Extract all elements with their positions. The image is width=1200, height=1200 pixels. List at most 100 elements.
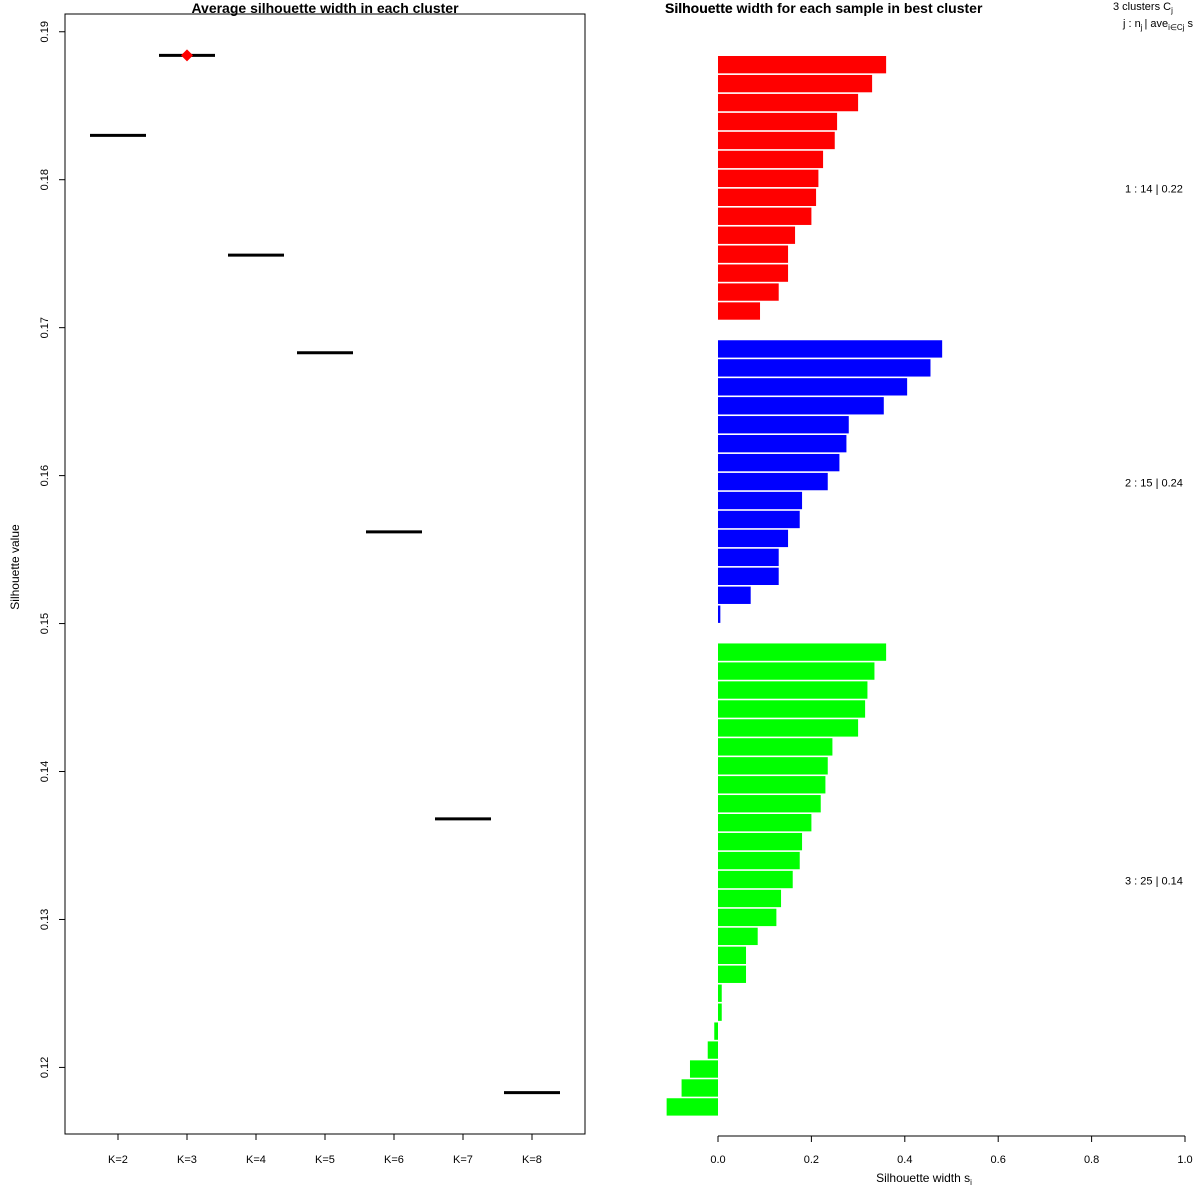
left-ytick-label: 0.15 [39,613,51,634]
left-ytick-label: 0.14 [39,761,51,782]
right-xtick-label: 0.0 [710,1154,725,1166]
cluster-summary-label: 2 : 15 | 0.24 [1125,477,1183,489]
xlabel-text: Silhouette width s [876,1171,970,1185]
silhouette-bar-cluster-2 [718,605,721,623]
right-header-line1: 3 clusters Cj [1113,1,1173,15]
left-xtick-label: K=6 [384,1154,404,1166]
silhouette-bar-cluster-3 [718,776,826,794]
right-x-axis: 0.0 0.2 0.4 0.6 0.8 1.0 [710,1135,1193,1166]
silhouette-bar-cluster-3 [689,1060,718,1078]
silhouette-bar-cluster-2 [718,416,849,434]
left-ytick-label: 0.16 [39,465,51,486]
silhouette-bar-cluster-1 [718,226,796,244]
silhouette-bar-cluster-1 [718,74,873,93]
silhouette-bar-cluster-1 [718,302,761,320]
left-xtick-label: K=8 [522,1154,542,1166]
right-xtick-label: 0.8 [1084,1154,1099,1166]
silhouette-bar-cluster-3 [718,662,875,680]
left-ytick-label: 0.13 [39,909,51,930]
silhouette-bar-cluster-3 [718,700,866,718]
silhouette-bar-cluster-3 [718,832,803,851]
left-ytick-label: 0.17 [39,317,51,338]
right-xtick-label: 0.4 [897,1154,912,1166]
silhouette-bar-cluster-1 [718,264,789,282]
silhouette-bar-cluster-2 [718,453,840,472]
silhouette-bar-cluster-1 [718,188,817,206]
left-chart-title: Average silhouette width in each cluster [191,0,459,16]
left-xtick-label: K=2 [108,1154,128,1166]
silhouette-bar-cluster-3 [718,1003,722,1021]
right-xtick-label: 1.0 [1177,1154,1192,1166]
silhouette-bar-cluster-1 [718,93,859,112]
silhouette-bar-cluster-2 [718,397,884,415]
silhouette-bar-cluster-3 [718,814,812,832]
left-xtick-label: K=7 [453,1154,473,1166]
best-k-marker [181,49,193,62]
silhouette-bar-cluster-2 [718,586,751,604]
header-line2-b: | ave [1145,18,1169,30]
silhouette-bar-cluster-2 [718,340,943,358]
silhouette-bar-cluster-2 [718,567,779,585]
left-xtick-label: K=4 [246,1154,266,1166]
right-cluster-labels: 1 : 14 | 0.22 2 : 15 | 0.24 3 : 25 | 0.14 [1125,184,1183,888]
silhouette-bar-cluster-3 [718,757,828,775]
silhouette-bar-cluster-1 [718,283,779,301]
silhouette-bar-cluster-3 [718,870,793,889]
left-data-marks [90,49,560,1095]
silhouette-bar-cluster-3 [718,681,868,699]
cluster-summary-label: 1 : 14 | 0.22 [1125,184,1183,196]
silhouette-bar-cluster-3 [718,795,821,813]
silhouette-bar-cluster-2 [718,548,779,567]
right-data-marks [666,56,943,1116]
right-title-overlap: Silhouette [665,0,733,16]
left-ytick-label: 0.12 [39,1057,51,1078]
silhouette-bar-cluster-1 [718,245,789,263]
header-line1-sub: j [1170,6,1173,15]
right-header-line2: j : nj | avei∈Cj s [1122,18,1193,32]
left-xtick-label: K=5 [315,1154,335,1166]
header-line1-text: 3 clusters C [1113,1,1171,13]
silhouette-bar-cluster-1 [718,150,824,169]
silhouette-bar-cluster-1 [718,56,887,74]
silhouette-bar-cluster-2 [718,378,908,396]
silhouette-bar-cluster-3 [718,738,833,756]
silhouette-bar-cluster-1 [718,169,819,188]
xlabel-sub: i [970,1178,972,1187]
silhouette-bar-cluster-3 [714,1022,718,1040]
left-plot-frame [64,13,586,1135]
silhouette-bar-cluster-2 [718,491,803,510]
silhouette-bar-cluster-3 [718,851,800,870]
silhouette-bar-cluster-1 [718,207,812,225]
silhouette-bar-cluster-3 [718,946,747,964]
silhouette-bar-cluster-3 [666,1098,718,1116]
silhouette-bar-cluster-3 [707,1041,718,1059]
header-line2-sub1: j [1140,23,1143,32]
silhouette-bar-cluster-2 [718,472,828,491]
right-chart-title: Silhouette width for each sample in best… [665,0,983,16]
left-y-axis: 0.12 0.13 0.14 0.15 0.16 0.17 0.18 0.19 [39,21,65,1078]
silhouette-bar-cluster-3 [718,965,747,983]
silhouette-bar-cluster-3 [718,889,782,908]
silhouette-bar-cluster-3 [718,719,859,737]
silhouette-bar-cluster-1 [718,131,835,150]
silhouette-bar-cluster-3 [718,984,722,1002]
silhouette-bar-cluster-3 [718,643,887,661]
left-xtick-label: K=3 [177,1154,197,1166]
silhouette-bar-cluster-3 [681,1079,718,1097]
left-y-axis-label: Silhouette value [8,524,22,610]
silhouette-bar-cluster-2 [718,435,847,453]
header-line2-a: j : n [1122,18,1141,30]
silhouette-bar-cluster-3 [718,927,758,946]
cluster-summary-label: 3 : 25 | 0.14 [1125,875,1183,887]
left-x-axis: K=2 K=3 K=4 K=5 K=6 K=7 K=8 [108,1134,542,1166]
silhouette-bar-cluster-2 [718,529,789,548]
silhouette-bar-cluster-3 [718,908,777,927]
header-line2-c: s [1187,18,1193,30]
silhouette-bar-cluster-2 [718,510,800,529]
right-x-axis-label: Silhouette width si [876,1171,972,1187]
left-ytick-label: 0.19 [39,21,51,42]
silhouette-bar-cluster-2 [718,359,931,377]
silhouette-bar-cluster-1 [718,112,838,131]
right-xtick-label: 0.6 [991,1154,1006,1166]
